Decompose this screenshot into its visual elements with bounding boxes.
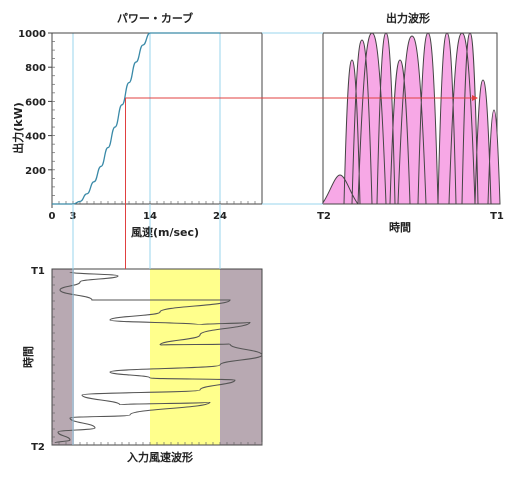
power-curve-x-axis-label: 風速(m/sec) xyxy=(131,225,199,239)
input-wind-x-axis-label: 入力風速波形 xyxy=(127,450,193,464)
power-curve-title: パワー・カーブ xyxy=(117,11,193,25)
low-speed-band xyxy=(52,269,74,445)
power-curve-y-ticks: 200 400 600 800 1000 xyxy=(18,29,55,196)
input-wind-t2-label: T2 xyxy=(31,442,45,453)
output-waveform-t1-label: T1 xyxy=(490,211,504,222)
power-curve-frame xyxy=(51,32,263,205)
input-wind-panel: T1 T2 時間 入力風速波形 xyxy=(21,266,263,464)
output-waveform-x-axis-label: 時間 xyxy=(389,220,411,234)
output-waveform-area xyxy=(320,32,501,205)
rated-speed-band xyxy=(150,269,220,445)
mapping-connectors xyxy=(72,32,478,445)
power-curve-line xyxy=(52,32,220,205)
cut-out-speed-band xyxy=(220,269,262,445)
power-curve-y-tick-label: 400 xyxy=(25,132,46,143)
power-curve-y-axis-label: 出力(kW) xyxy=(11,102,25,154)
input-wind-trace xyxy=(54,271,263,444)
input-wind-axis-ticks xyxy=(51,276,263,445)
input-wind-t1-label: T1 xyxy=(31,266,45,277)
output-waveform-title: 出力波形 xyxy=(386,11,430,25)
power-curve-y-tick-label: 200 xyxy=(25,166,46,177)
output-waveform-panel: 出力波形 T2 T1 時間 xyxy=(317,11,504,234)
power-curve-guides xyxy=(72,33,221,204)
output-waveform-t2-label: T2 xyxy=(317,211,331,222)
power-curve-x-tick-label: 0 xyxy=(49,211,56,222)
power-curve-y-tick-label: 600 xyxy=(25,97,46,108)
arrow-head-icon xyxy=(472,94,478,101)
power-curve-y-tick-label: 1000 xyxy=(18,29,46,40)
power-curve-panel: パワー・カーブ 出力(kW) 風速(m/sec) 031424 20040060… xyxy=(11,11,263,239)
power-curve-y-tick-label: 800 xyxy=(25,63,46,74)
input-wind-y-axis-label: 時間 xyxy=(21,346,35,368)
